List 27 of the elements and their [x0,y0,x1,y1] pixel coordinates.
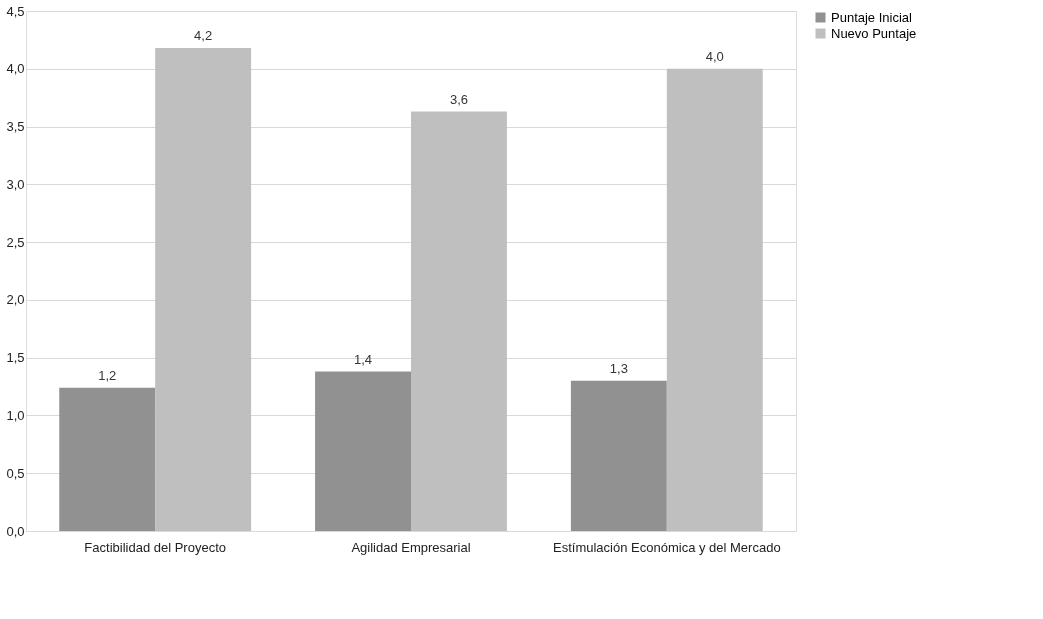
data-label: 4,0 [705,48,724,64]
x-tick-label: Factibilidad del Proyecto [84,539,227,555]
y-tick-label: 1,0 [6,407,25,423]
bar [59,387,156,531]
data-label: 3,6 [449,91,468,107]
legend-label: Nuevo Puntaje [831,25,917,41]
bar [155,47,252,531]
y-tick-label: 0,5 [6,465,25,481]
legend-label: Puntaje Inicial [831,9,913,25]
y-tick-label: 4,0 [6,61,25,77]
x-tick-label: Agilidad Empresarial [351,539,471,555]
bar [570,380,667,531]
bar [315,371,411,531]
y-tick-label: 2,5 [6,234,25,250]
x-tick-label: Estímulación Económica y del Mercado [553,539,781,555]
bar [666,68,763,531]
y-tick-label: 1,5 [6,350,25,366]
y-tick-label: 4,5 [6,3,25,19]
data-label: 4,2 [194,27,213,43]
data-label: 1,4 [354,351,373,367]
y-tick-label: 0,0 [6,523,25,539]
y-tick-label: 3,5 [6,119,25,135]
y-tick-label: 3,0 [6,176,25,192]
data-label: 1,3 [609,360,628,376]
y-tick-label: 2,0 [6,292,25,308]
bar [411,111,507,531]
data-label: 1,2 [98,367,117,383]
